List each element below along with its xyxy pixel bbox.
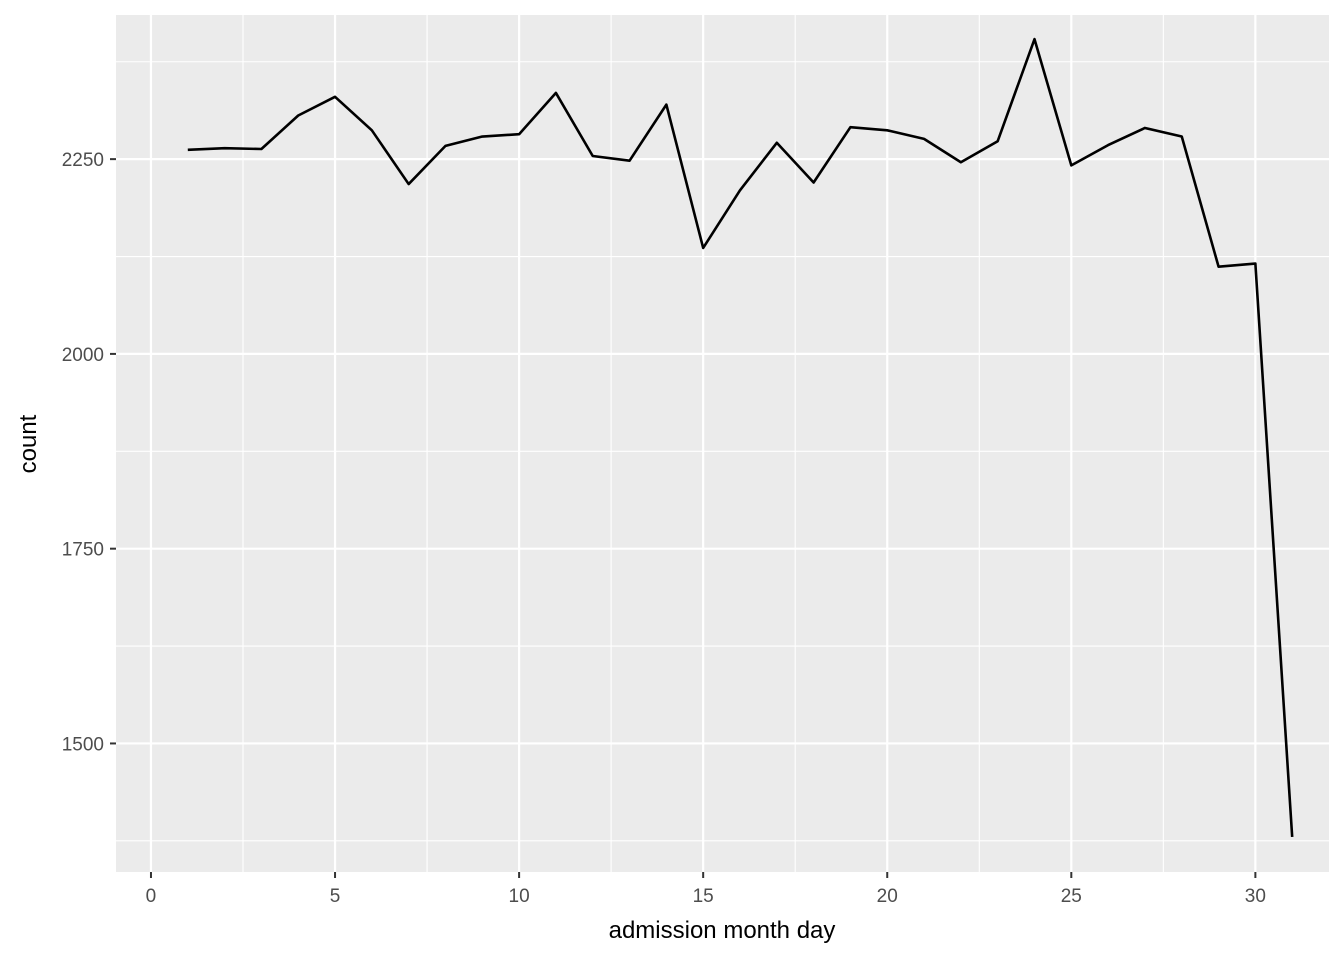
y-tick-label: 1500 <box>62 734 104 755</box>
x-tick-label: 30 <box>1245 886 1266 907</box>
y-axis-title: count <box>15 414 42 473</box>
x-tick-label: 0 <box>146 886 157 907</box>
x-axis-title: admission month day <box>609 917 836 944</box>
y-axis: 1500 1750 2000 2250 <box>62 150 116 755</box>
plot-panel <box>116 15 1329 872</box>
x-axis: 0 5 10 15 20 25 30 <box>146 872 1266 907</box>
major-gridlines <box>116 15 1329 872</box>
y-tick-label: 1750 <box>62 540 104 561</box>
x-tick-label: 15 <box>693 886 714 907</box>
x-tick-label: 5 <box>330 886 341 907</box>
y-tick-label: 2000 <box>62 345 104 366</box>
x-tick-label: 25 <box>1061 886 1082 907</box>
x-tick-label: 20 <box>877 886 898 907</box>
x-tick-label: 10 <box>509 886 530 907</box>
y-tick-label: 2250 <box>62 150 104 171</box>
series-line <box>187 37 1294 838</box>
